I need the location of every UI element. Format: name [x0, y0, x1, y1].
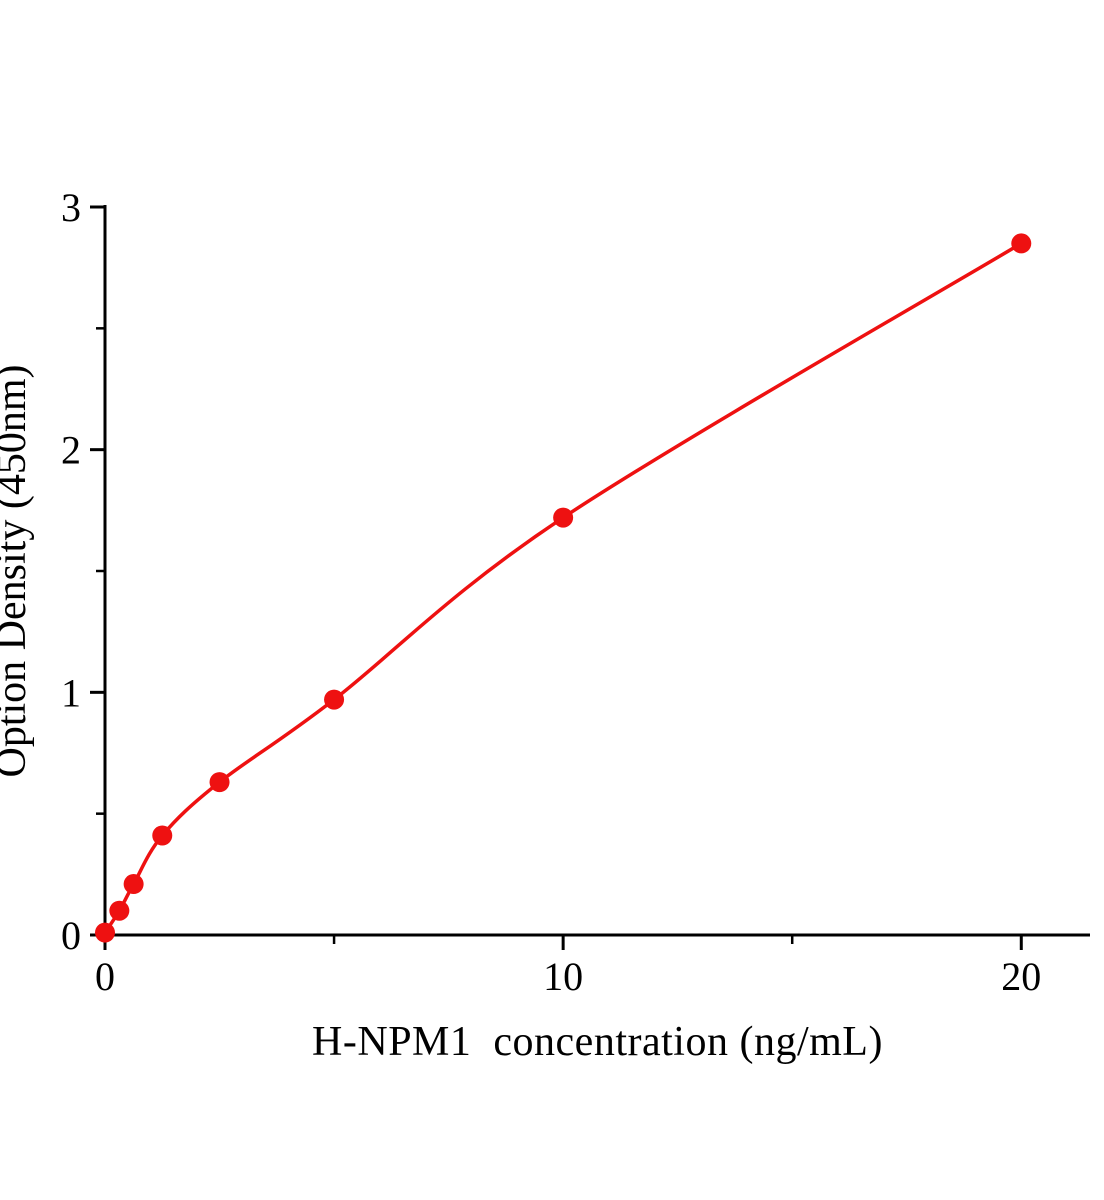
y-axis-label: Option Density (450nm)	[0, 364, 35, 778]
fit-curve	[103, 241, 1024, 935]
x-tick-label: 20	[1001, 954, 1041, 999]
data-point-marker	[1011, 233, 1032, 254]
y-tick-label: 0	[61, 913, 81, 958]
data-point-marker	[324, 689, 345, 710]
y-tick-label: 2	[61, 428, 81, 473]
data-point-marker	[123, 874, 144, 895]
data-point-marker	[95, 922, 115, 943]
data-point-marker	[152, 825, 173, 846]
y-tick-label: 1	[61, 670, 81, 715]
data-point-marker	[209, 772, 230, 793]
data-point-marker	[109, 900, 130, 921]
x-axis-label: H-NPM1 concentration (ng/mL)	[312, 1019, 883, 1065]
data-point-marker	[553, 507, 574, 528]
x-tick-label: 10	[543, 954, 583, 999]
y-tick-label: 3	[61, 185, 81, 230]
x-tick-label: 0	[95, 954, 115, 999]
